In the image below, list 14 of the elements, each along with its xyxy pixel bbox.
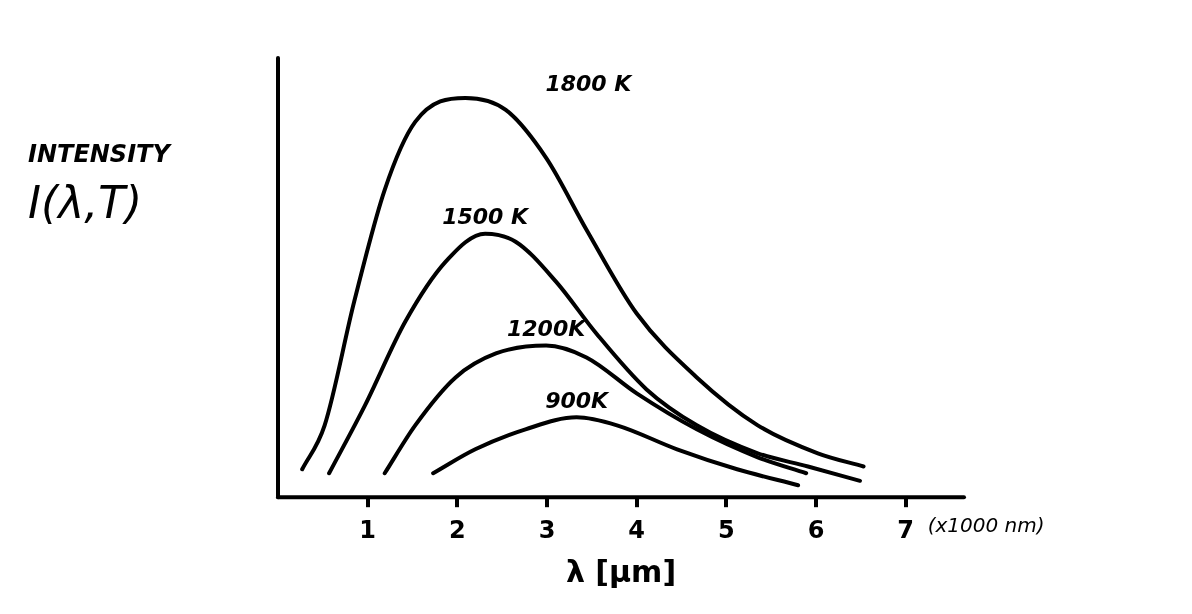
text: (x1000 nm) [927, 513, 1045, 538]
y-axis-title: INTENSITY I(λ,T) [28, 139, 170, 230]
x-tick-label: 5 [718, 515, 735, 544]
x-tick-label: 3 [538, 515, 556, 544]
x-tick-label: 7 [897, 515, 915, 544]
x-tick-label: 1 [359, 515, 377, 544]
series-label: 1200K [506, 316, 588, 342]
x-axis-title: λ [μm] [565, 553, 677, 589]
x-tick-label: 2 [448, 515, 466, 544]
series-label: 1800 K [545, 70, 634, 96]
x-tick-label: 4 [628, 515, 646, 544]
series-label: 900K [545, 388, 611, 414]
x-tick-label: 6 [807, 515, 825, 544]
series-label: 1500 K [442, 204, 531, 230]
